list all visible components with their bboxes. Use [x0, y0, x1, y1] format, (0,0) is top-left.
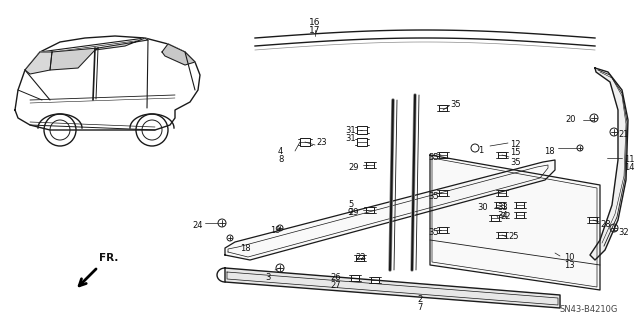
Polygon shape	[162, 44, 195, 65]
Text: 18: 18	[240, 244, 251, 253]
Text: 1: 1	[478, 146, 483, 155]
Bar	[439, 190, 447, 196]
Text: 24: 24	[193, 221, 203, 230]
Bar	[516, 202, 524, 208]
Bar	[516, 212, 524, 218]
Text: 32: 32	[618, 228, 628, 237]
Text: 3: 3	[265, 273, 270, 282]
Text: 12: 12	[510, 140, 520, 149]
Polygon shape	[590, 68, 628, 260]
Text: 35: 35	[428, 228, 438, 237]
Text: 26: 26	[330, 273, 340, 282]
Bar	[351, 275, 359, 281]
Bar	[439, 105, 447, 111]
Text: 9: 9	[348, 208, 353, 217]
Text: 28: 28	[600, 220, 611, 229]
Text: 35: 35	[428, 153, 438, 162]
Bar	[371, 277, 379, 283]
Bar	[589, 217, 597, 223]
Text: 35: 35	[510, 158, 520, 167]
Text: 13: 13	[564, 261, 575, 270]
Text: 27: 27	[330, 281, 340, 290]
Text: 30: 30	[477, 203, 488, 212]
Text: 20: 20	[565, 115, 575, 124]
Bar	[300, 138, 310, 146]
Bar	[439, 152, 447, 158]
Text: 7: 7	[417, 303, 422, 312]
Text: 5: 5	[348, 200, 353, 209]
Text: 22: 22	[355, 253, 365, 262]
Text: 35: 35	[450, 100, 461, 109]
Bar	[356, 255, 364, 261]
Text: 2: 2	[417, 295, 422, 304]
Text: 18: 18	[545, 147, 555, 156]
Text: 31: 31	[345, 126, 356, 135]
Polygon shape	[15, 36, 200, 130]
Text: 25: 25	[508, 232, 518, 241]
Text: 11: 11	[624, 155, 634, 164]
Polygon shape	[430, 155, 600, 290]
Text: SN43-B4210G: SN43-B4210G	[560, 305, 618, 314]
Text: 35: 35	[428, 192, 438, 201]
Bar	[357, 138, 367, 146]
Bar	[496, 202, 504, 208]
Text: 31: 31	[345, 134, 356, 143]
Polygon shape	[25, 52, 52, 74]
Bar	[366, 207, 374, 213]
Polygon shape	[225, 160, 555, 260]
Text: 10: 10	[564, 253, 575, 262]
Bar	[498, 152, 506, 158]
Text: FR.: FR.	[99, 253, 118, 263]
Polygon shape	[225, 268, 560, 308]
Text: 33: 33	[497, 203, 508, 212]
Text: 19: 19	[270, 226, 280, 235]
Bar	[491, 215, 499, 221]
Text: 23: 23	[316, 138, 326, 147]
Text: 14: 14	[624, 163, 634, 172]
Bar	[439, 227, 447, 233]
Bar	[357, 126, 367, 134]
Bar	[366, 162, 374, 168]
Polygon shape	[95, 38, 148, 50]
Text: 34: 34	[497, 211, 508, 220]
Text: 22: 22	[500, 212, 511, 221]
Text: 16: 16	[309, 18, 321, 27]
Text: 4: 4	[278, 147, 284, 156]
Text: 21: 21	[618, 130, 628, 139]
Text: 8: 8	[278, 155, 284, 164]
Text: 17: 17	[309, 26, 321, 35]
Bar	[498, 190, 506, 196]
Bar	[498, 232, 506, 238]
Text: 15: 15	[510, 148, 520, 157]
Text: 29: 29	[348, 163, 358, 172]
Polygon shape	[50, 48, 98, 70]
Text: 29: 29	[348, 208, 358, 217]
